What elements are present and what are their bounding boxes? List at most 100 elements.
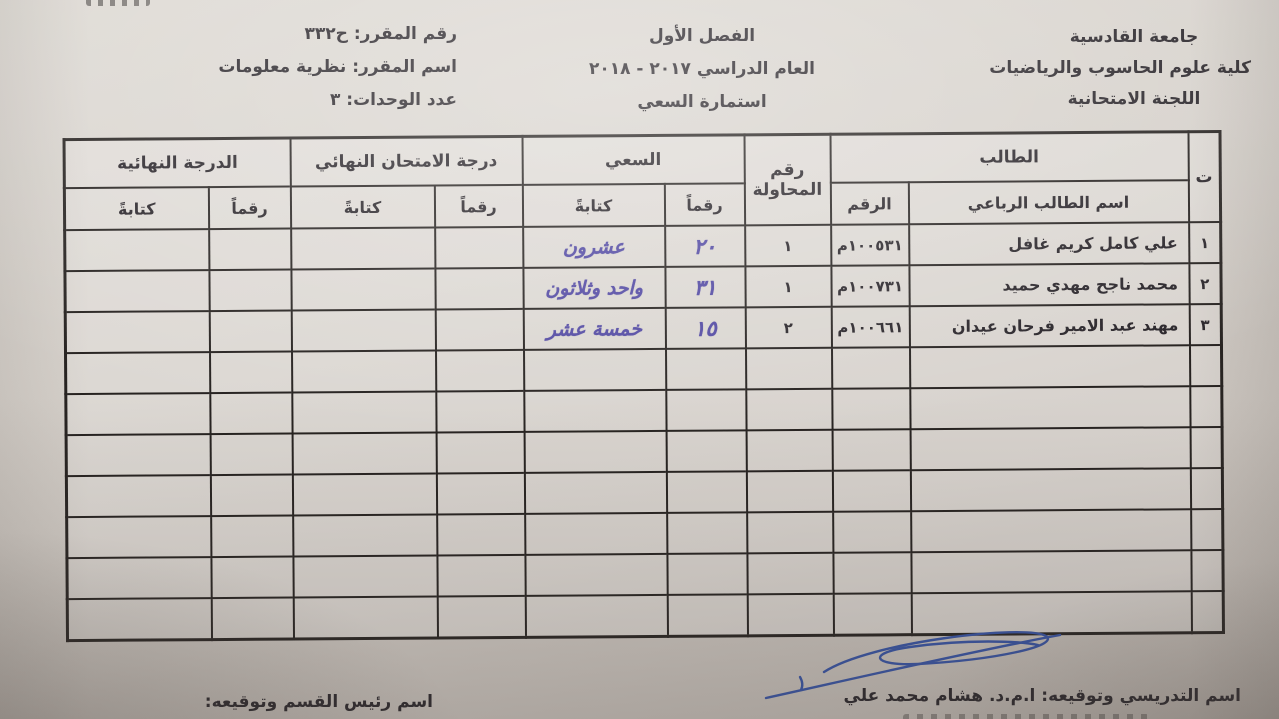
cell-final-text: [64, 270, 210, 313]
cutoff-text-marks-top: [86, 0, 150, 6]
cell-sai-text: [524, 471, 667, 514]
cell-name: [910, 427, 1191, 471]
cutoff-text-marks-bottom: [903, 714, 1149, 719]
cell-exam-text: [291, 391, 437, 434]
cell-seq: ٢: [1188, 263, 1222, 305]
course-name-label: اسم المقرر:: [352, 57, 457, 77]
col-header-sai-numeric: رقماً: [664, 183, 745, 226]
form-title: استمارة السعي: [637, 92, 767, 112]
cell-final-num: [211, 597, 294, 640]
cell-name: [909, 345, 1190, 389]
col-header-student-name: اسم الطالب الرباعي: [908, 180, 1189, 225]
cell-final-text: [64, 229, 209, 272]
cell-seq: [1190, 550, 1224, 592]
cell-attempt: [745, 388, 833, 431]
course-number-line: رقم المقرر: ح٣٣٢: [218, 18, 458, 51]
cell-name: [910, 468, 1191, 512]
course-name-line: اسم المقرر: نظرية معلومات: [218, 51, 457, 84]
cell-final-num: [210, 474, 293, 517]
col-header-exam-written: كتابةً: [290, 185, 435, 229]
cell-exam-num: [435, 349, 524, 392]
cell-final-text: [66, 434, 211, 477]
cell-sai-num: [665, 348, 746, 390]
cell-seq: [1190, 509, 1223, 551]
cell-sai-text: [524, 553, 668, 596]
cell-exam-text: [293, 596, 438, 640]
cell-exam-text: [292, 473, 437, 516]
cell-final-num: [209, 351, 292, 394]
cell-number: [831, 347, 910, 389]
col-header-seq: ت: [1187, 131, 1221, 223]
cell-exam-text: [292, 514, 437, 557]
cell-exam-text: [290, 227, 435, 270]
col-header-final-exam-group: درجة الامتحان النهائي: [290, 136, 523, 187]
cell-number: [832, 470, 911, 512]
teacher-signature: [764, 631, 1062, 700]
cell-sai-text: [524, 430, 667, 473]
cell-final-text: [67, 598, 212, 641]
grades-table: ت الطالب رقم المحاولة السعي درجة الامتحا…: [62, 130, 1226, 643]
cell-sai-num: ٣١: [664, 266, 746, 308]
college-name: كلية علوم الحاسوب والرياضيات: [989, 58, 1251, 78]
cell-final-text: [65, 311, 210, 354]
cell-name: علي كامل كريم غافل: [908, 222, 1189, 266]
course-name-value: نظرية معلومات: [218, 57, 347, 77]
committee-name: اللجنة الامتحانية: [1067, 89, 1201, 109]
cell-exam-num: [436, 513, 525, 556]
cell-name: [910, 550, 1192, 594]
cell-attempt: ١: [744, 224, 831, 267]
cell-seq: [1190, 427, 1223, 469]
cell-attempt: [746, 429, 833, 472]
cell-number: [832, 552, 912, 594]
cell-exam-num: [434, 226, 523, 269]
semester-title: الفصل الأول: [648, 26, 756, 46]
cell-attempt: ١: [744, 265, 832, 308]
cell-sai-text: [523, 348, 666, 391]
cell-final-num: [208, 228, 291, 271]
cell-attempt: [745, 347, 832, 390]
cell-exam-text: [292, 432, 437, 475]
cell-sai-text: [525, 594, 668, 638]
cell-final-text: [66, 557, 212, 600]
units-label: عدد الوحدات:: [346, 90, 457, 110]
cell-number: ١٠٠٥٣١م: [830, 224, 909, 266]
cell-sai-text: [523, 389, 667, 432]
cell-sai-num: [667, 594, 748, 637]
department-head-signature-line: اسم رئيس القسم وتوقيعه:: [205, 692, 433, 712]
col-header-sai-written: كتابةً: [522, 183, 665, 227]
cell-sai-text: خمسة عشر: [523, 307, 666, 350]
units-value: ٣: [329, 90, 341, 110]
cell-seq: [1191, 591, 1224, 633]
cell-seq: ١: [1188, 222, 1221, 264]
cell-sai-text: واحد وثلاثون: [522, 266, 666, 309]
cell-sai-num: ٢٠: [664, 225, 745, 267]
cell-final-text: [65, 352, 210, 395]
university-header-block: جامعة القادسية كلية علوم الحاسوب والرياض…: [989, 22, 1251, 115]
form-title-block: الفصل الأول العام الدراسي ٢٠١٧ - ٢٠١٨ اس…: [575, 20, 829, 119]
col-header-final-grade-group: الدرجة النهائية: [64, 138, 291, 189]
col-header-final-numeric: رقماً: [208, 186, 291, 230]
table-body: ١ علي كامل كريم غافل ١٠٠٥٣١م ١ ٢٠ عشرون ٢ محمد …: [64, 222, 1224, 641]
course-number-value: ح٣٣٢: [304, 24, 348, 44]
cell-final-text: [66, 475, 211, 518]
cell-attempt: [746, 552, 834, 595]
grades-table-wrapper: ت الطالب رقم المحاولة السعي درجة الامتحا…: [62, 130, 1226, 643]
cell-attempt: [746, 511, 833, 554]
col-header-student-number: الرقم: [830, 182, 909, 225]
cell-number: [831, 388, 911, 430]
teacher-label: اسم التدريسي وتوقيعه:: [1041, 686, 1241, 706]
cell-number: ١٠٠٦٦١م: [831, 306, 910, 348]
cell-final-num: [210, 556, 294, 599]
cell-number: [832, 511, 911, 553]
academic-year: العام الدراسي ٢٠١٧ - ٢٠١٨: [589, 59, 815, 79]
cell-number: [832, 429, 911, 471]
department-head-label: اسم رئيس القسم وتوقيعه:: [204, 692, 433, 712]
cell-final-num: [209, 392, 293, 435]
cell-sai-text: [524, 512, 667, 555]
cell-number: ١٠٠٧٣١م: [830, 265, 910, 307]
cell-exam-text: [291, 309, 436, 352]
cell-name: [910, 509, 1191, 553]
cell-sai-num: [665, 389, 747, 431]
cell-seq: [1189, 386, 1223, 428]
col-header-final-written: كتابةً: [64, 187, 209, 231]
